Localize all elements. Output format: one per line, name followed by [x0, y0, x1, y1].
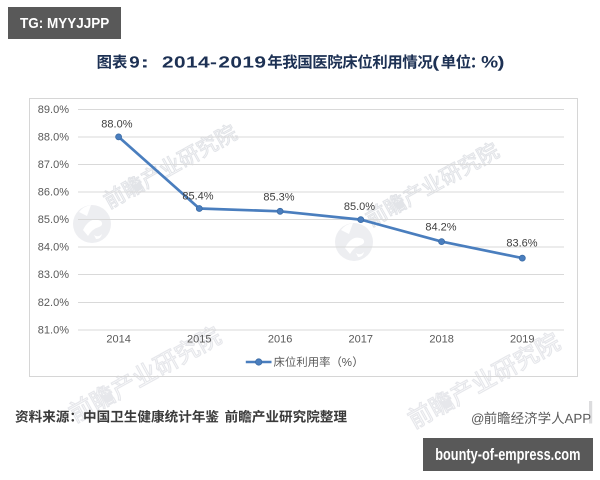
svg-text:85.4%: 85.4% — [182, 190, 213, 202]
svg-text:2016: 2016 — [268, 334, 292, 346]
svg-text:85.0%: 85.0% — [344, 201, 375, 213]
svg-text:2019: 2019 — [510, 334, 534, 346]
svg-text:82.0%: 82.0% — [38, 297, 69, 309]
svg-text:83.6%: 83.6% — [506, 237, 537, 249]
svg-text:2014: 2014 — [106, 334, 130, 346]
svg-text:89.0%: 89.0% — [38, 104, 69, 116]
svg-text:88.0%: 88.0% — [101, 119, 132, 131]
svg-text:84.0%: 84.0% — [38, 242, 69, 254]
svg-text:2015: 2015 — [187, 334, 211, 346]
svg-text:88.0%: 88.0% — [38, 132, 69, 144]
svg-text:85.0%: 85.0% — [38, 214, 69, 226]
svg-text:85.3%: 85.3% — [263, 192, 294, 204]
svg-text:86.0%: 86.0% — [38, 187, 69, 199]
svg-text:2017: 2017 — [349, 334, 373, 346]
svg-text:87.0%: 87.0% — [38, 159, 69, 171]
svg-text:2018: 2018 — [429, 334, 453, 346]
svg-text:84.2%: 84.2% — [425, 221, 456, 233]
svg-text:83.0%: 83.0% — [38, 269, 69, 281]
svg-text:81.0%: 81.0% — [38, 325, 69, 337]
